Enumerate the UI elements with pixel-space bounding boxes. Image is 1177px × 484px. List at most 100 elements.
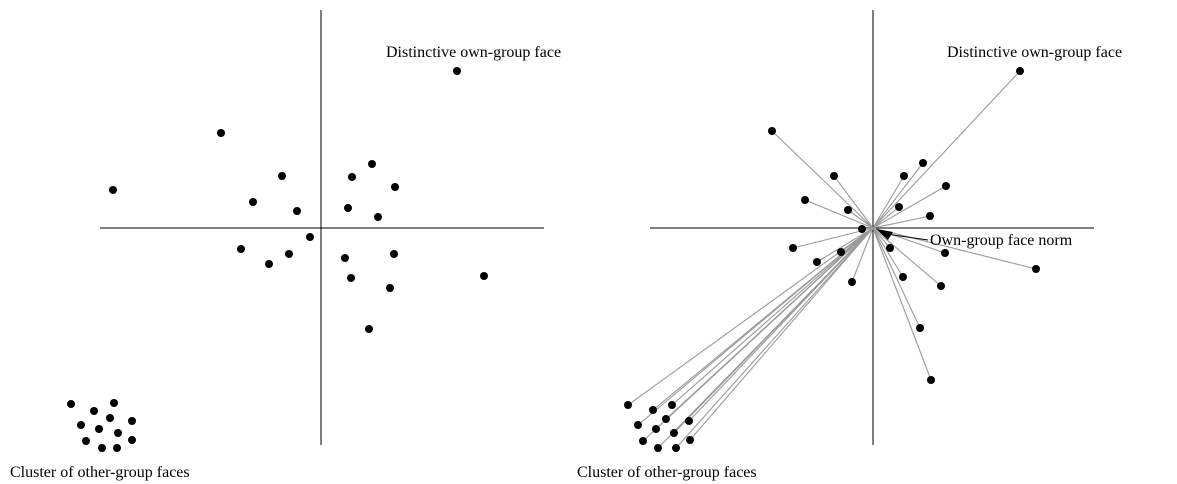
norm-ray-31 [657, 227, 874, 449]
norm-ray-5 [872, 185, 947, 229]
norm-ray-6 [804, 199, 874, 229]
norm-arrow-line [885, 233, 929, 241]
right-face-point-4 [919, 159, 927, 167]
left-face-point-15 [341, 254, 349, 262]
left-distinctive-label: Distinctive own-group face [386, 44, 561, 61]
left-face-point-26 [128, 417, 136, 425]
left-face-point-6 [391, 183, 399, 191]
left-face-point-1 [217, 129, 225, 137]
left-face-point-9 [344, 204, 352, 212]
right-face-points [624, 67, 1040, 452]
norm-ray-22 [627, 227, 874, 406]
right-face-point-23 [649, 406, 657, 414]
left-face-point-2 [109, 186, 117, 194]
right-face-point-27 [685, 417, 693, 425]
left-face-point-23 [110, 399, 118, 407]
left-face-point-3 [278, 172, 286, 180]
right-cluster-label: Cluster of other-group faces [577, 464, 757, 481]
norm-distance-rays [627, 70, 1037, 449]
right-face-point-18 [937, 282, 945, 290]
right-face-point-24 [668, 401, 676, 409]
left-face-point-11 [306, 233, 314, 241]
right-face-point-6 [801, 196, 809, 204]
right-face-point-10 [858, 225, 866, 233]
norm-ray-8 [872, 206, 900, 229]
right-face-point-5 [942, 182, 950, 190]
left-face-point-16 [390, 250, 398, 258]
right-face-point-3 [900, 172, 908, 180]
norm-ray-13 [816, 227, 874, 263]
right-face-point-0 [1016, 67, 1024, 75]
norm-ray-24 [671, 227, 874, 406]
norm-ray-4 [872, 162, 924, 229]
right-face-point-16 [1032, 265, 1040, 273]
right-face-point-9 [926, 212, 934, 220]
left-face-point-30 [98, 444, 106, 452]
norm-ray-33 [689, 227, 874, 441]
norm-ray-3 [872, 175, 905, 229]
left-face-point-21 [67, 400, 75, 408]
norm-ray-0 [872, 70, 1021, 229]
left-face-point-10 [374, 213, 382, 221]
norm-ray-7 [847, 209, 874, 229]
left-face-points [67, 67, 488, 452]
left-face-point-18 [347, 274, 355, 282]
right-face-point-1 [768, 127, 776, 135]
right-face-point-31 [654, 444, 662, 452]
right-face-point-8 [895, 203, 903, 211]
right-face-point-20 [916, 324, 924, 332]
left-face-point-12 [237, 245, 245, 253]
left-face-point-29 [82, 437, 90, 445]
right-face-point-25 [634, 421, 642, 429]
left-face-point-22 [90, 407, 98, 415]
right-face-point-15 [941, 249, 949, 257]
left-face-point-13 [285, 250, 293, 258]
left-face-point-14 [265, 260, 273, 268]
right-face-point-21 [927, 376, 935, 384]
right-face-point-19 [848, 278, 856, 286]
right-face-point-14 [886, 244, 894, 252]
norm-ray-19 [851, 227, 874, 283]
right-face-point-12 [837, 248, 845, 256]
left-face-point-24 [77, 421, 85, 429]
right-panel: Distinctive own-group face Own-group fac… [577, 10, 1122, 481]
norm-ray-1 [771, 130, 874, 229]
left-face-point-8 [293, 207, 301, 215]
right-face-point-30 [639, 437, 647, 445]
norm-ray-14 [872, 227, 891, 249]
right-face-point-11 [789, 244, 797, 252]
right-distinctive-label: Distinctive own-group face [947, 44, 1122, 61]
norm-ray-9 [872, 215, 931, 229]
left-face-point-19 [386, 284, 394, 292]
left-face-point-5 [348, 173, 356, 181]
norm-label: Own-group face norm [930, 232, 1073, 249]
left-face-point-32 [128, 436, 136, 444]
left-face-point-4 [368, 160, 376, 168]
right-face-point-28 [652, 425, 660, 433]
norm-ray-21 [872, 227, 932, 381]
right-face-point-26 [662, 415, 670, 423]
left-face-point-27 [95, 425, 103, 433]
norm-ray-20 [872, 227, 921, 329]
right-face-point-17 [899, 273, 907, 281]
left-cluster-label: Cluster of other-group faces [10, 464, 190, 481]
right-face-point-32 [672, 444, 680, 452]
right-face-point-33 [686, 436, 694, 444]
left-face-point-31 [113, 444, 121, 452]
left-face-point-25 [106, 414, 114, 422]
norm-ray-18 [872, 227, 942, 287]
right-face-point-13 [813, 258, 821, 266]
left-face-point-7 [249, 198, 257, 206]
norm-arrowhead [876, 229, 893, 240]
norm-ray-30 [642, 227, 874, 442]
norm-ray-16 [872, 227, 1037, 270]
norm-ray-2 [833, 175, 874, 229]
right-face-point-29 [670, 429, 678, 437]
right-face-point-22 [624, 401, 632, 409]
left-face-point-20 [365, 325, 373, 333]
norm-ray-32 [675, 227, 874, 449]
left-face-point-28 [114, 429, 122, 437]
norm-ray-17 [872, 227, 904, 278]
